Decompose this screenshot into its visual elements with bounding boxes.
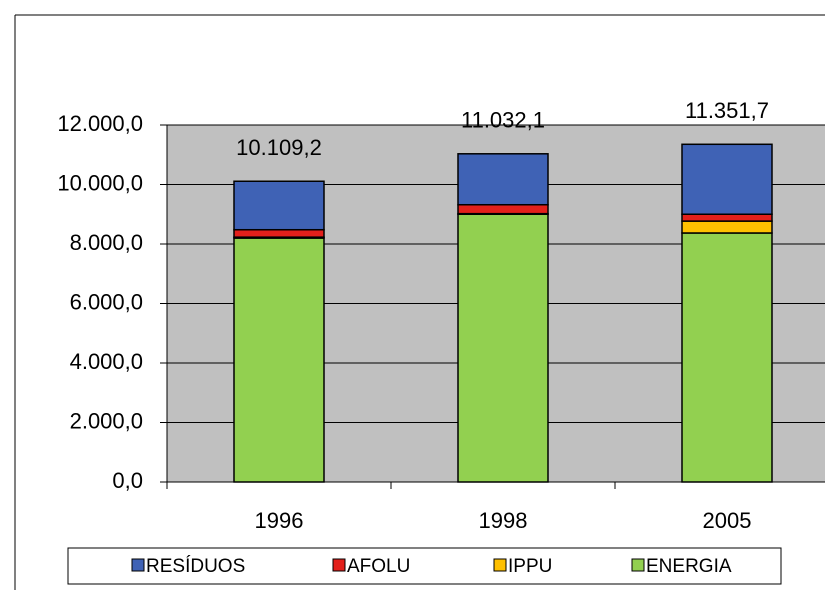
legend-swatch [332, 558, 346, 572]
x-tick-label: 1996 [255, 508, 304, 533]
bar-segment [681, 143, 773, 215]
bar-segment [457, 203, 549, 215]
y-tick-label: 6.000,0 [70, 289, 143, 314]
y-tick-label: 0,0 [112, 468, 143, 493]
legend-box [67, 547, 782, 585]
bar-segment [233, 228, 325, 238]
y-tick-label: 4.000,0 [70, 349, 143, 374]
bar-segment [681, 220, 773, 234]
bar-segment [457, 153, 549, 206]
legend-swatch [631, 558, 645, 572]
legend-swatch [131, 558, 145, 572]
bar-segment [233, 237, 325, 483]
y-tick-label: 12.000,0 [57, 111, 143, 136]
legend-label: ENERGIA [646, 556, 732, 577]
bar-segment [457, 213, 549, 483]
bar-segment [233, 180, 325, 231]
y-tick-label: 2.000,0 [70, 408, 143, 433]
legend-label: RESÍDUOS [146, 556, 245, 577]
bar-segment [681, 213, 773, 222]
x-tick-label: 2005 [703, 508, 752, 533]
y-tick-label: 10.000,0 [57, 170, 143, 195]
legend-label: AFOLU [347, 556, 410, 577]
legend-swatch [493, 558, 507, 572]
total-label: 11.032,1 [461, 108, 545, 133]
total-label: 10.109,2 [236, 135, 322, 160]
x-tick-label: 1998 [479, 508, 528, 533]
y-tick-label: 8.000,0 [70, 230, 143, 255]
legend-label: IPPU [508, 556, 552, 577]
total-label: 11.351,7 [685, 98, 769, 123]
bar-segment [681, 232, 773, 483]
